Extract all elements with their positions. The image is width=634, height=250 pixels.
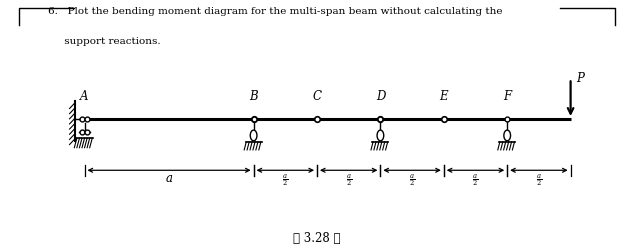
Text: 题 3.28 图: 题 3.28 图 xyxy=(294,232,340,245)
Text: a: a xyxy=(165,172,172,184)
Text: P: P xyxy=(576,72,585,85)
Text: B: B xyxy=(249,90,258,103)
Text: $\frac{a}{2}$: $\frac{a}{2}$ xyxy=(472,173,479,190)
Circle shape xyxy=(504,130,510,141)
Text: E: E xyxy=(439,90,448,103)
Text: $\frac{a}{2}$: $\frac{a}{2}$ xyxy=(282,173,288,190)
Text: 6.   Plot the bending moment diagram for the multi-span beam without calculating: 6. Plot the bending moment diagram for t… xyxy=(48,8,502,16)
Text: D: D xyxy=(376,90,385,103)
Text: $\frac{a}{2}$: $\frac{a}{2}$ xyxy=(346,173,352,190)
Text: $\frac{a}{2}$: $\frac{a}{2}$ xyxy=(536,173,542,190)
Text: A: A xyxy=(81,90,89,103)
Text: F: F xyxy=(503,90,511,103)
Circle shape xyxy=(377,130,384,141)
Text: support reactions.: support reactions. xyxy=(48,38,160,46)
Circle shape xyxy=(250,130,257,141)
Text: $\frac{a}{2}$: $\frac{a}{2}$ xyxy=(409,173,415,190)
Text: C: C xyxy=(313,90,321,103)
